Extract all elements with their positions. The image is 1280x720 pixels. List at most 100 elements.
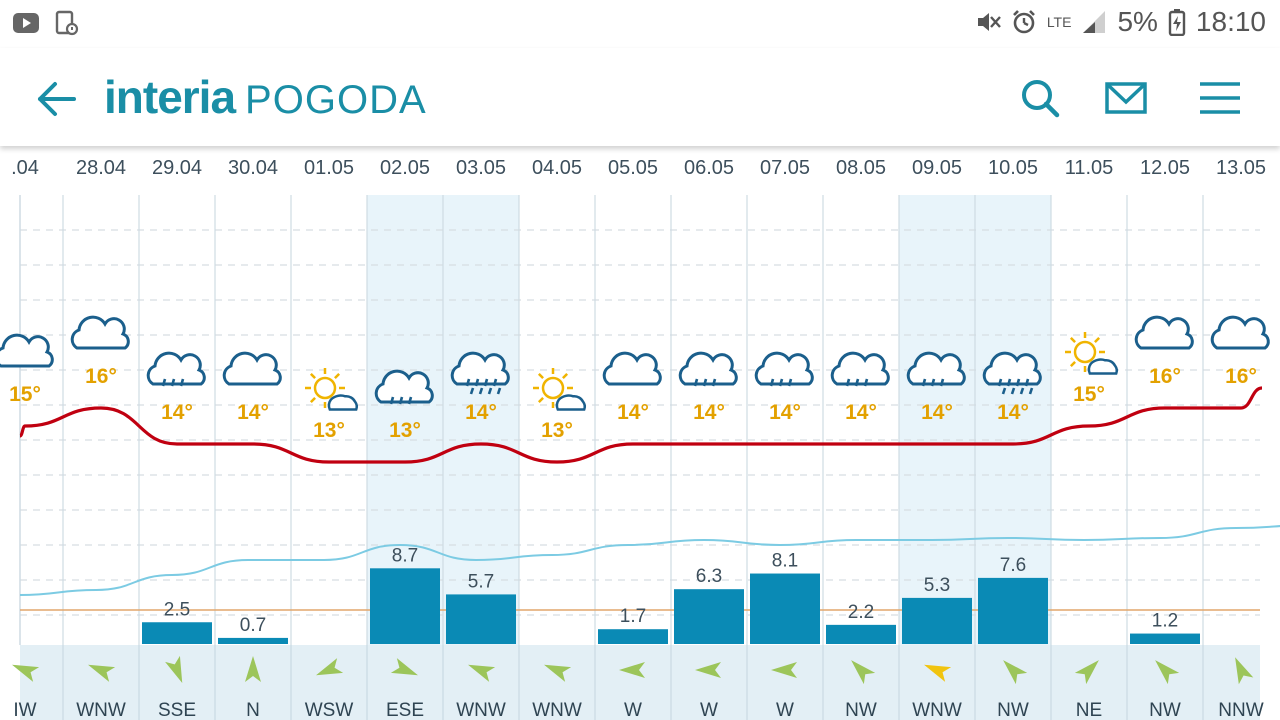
sun-ray [309,372,316,379]
wind-direction-label: NE [1076,700,1102,720]
day-date: 30.04 [228,157,278,179]
rain-drop [161,378,167,387]
rain-drop [939,378,945,387]
cloud-icon [146,351,206,386]
rain-drop [787,378,793,387]
wind-direction-label: NW [845,700,877,720]
sun-ray [562,372,569,379]
search-icon[interactable] [1018,76,1062,120]
day-date: 05.05 [608,157,658,179]
chart-background [20,195,1260,645]
rain-drop [1006,378,1012,387]
rain-drop [997,378,1003,387]
wind-direction-label: NW [997,700,1029,720]
precipitation-bar [142,622,212,644]
day-date: .04 [11,157,39,179]
logo-section: POGODA [245,78,427,122]
app-header: interia POGODA [0,48,1280,146]
wind-direction-label: WNW [456,700,506,720]
battery-charging-icon [1168,9,1186,36]
rain-drop [483,378,489,387]
cloud-icon [906,351,966,386]
cloud-icon [678,351,738,386]
precipitation-value: 8.1 [772,551,798,572]
sun-icon [541,376,565,400]
temperature-label: 13° [313,419,345,442]
cloud-icon [450,351,510,386]
day-date: 10.05 [988,157,1038,179]
screenshot-notification-icon [55,10,79,36]
rain-drop [845,378,851,387]
day-date: 08.05 [836,157,886,179]
forecast-panel[interactable]: .04 28.04 29.04 30.04 01.05 02.05 03.05 04.05 05… [0,140,1280,720]
rain-drop [465,378,471,387]
rain-drop [921,378,927,387]
interia-pogoda-logo[interactable]: interia POGODA [104,70,427,124]
rain-drop [711,378,717,387]
cloud-icon [1134,315,1194,350]
rain-drop [1028,387,1034,395]
precipitation-value: 0.7 [240,615,266,636]
rain-drop [693,378,699,387]
clock: 18:10 [1195,6,1266,37]
rain-drop [469,387,475,395]
temperature-label: 14° [693,401,725,424]
wind-direction-arrow [165,655,183,683]
temperature-label: 14° [845,401,877,424]
day-date: 02.05 [380,157,430,179]
precipitation-value: 8.7 [392,545,418,566]
menu-icon[interactable] [1198,76,1242,120]
sun-ray [537,397,544,404]
wind-direction-label: WNW [532,700,582,720]
back-arrow-icon[interactable] [34,76,80,122]
temperature-label: 16° [85,365,117,388]
cloud-icon [0,333,54,368]
wind-direction-label: N [246,700,260,720]
rain-drop [854,378,860,387]
precipitation-value: 5.7 [468,571,494,592]
wind-direction-label: W [624,700,642,720]
mute-icon [977,13,1001,31]
wind-direction-arrow [1074,660,1099,685]
logo-brand: interia [104,71,236,123]
wind-direction-label: ESE [386,700,424,720]
rain-drop [179,378,185,387]
rain-drop [1010,387,1016,395]
rain-drop [398,396,404,405]
wind-direction-arrow [468,664,496,682]
rain-drop [1001,387,1007,395]
network-type: LTE [1046,14,1072,30]
temperature-label: 14° [161,401,193,424]
mail-icon[interactable] [1104,76,1148,120]
wind-direction-arrow [1235,657,1254,685]
small-cloud-icon [555,394,586,411]
sun-icon [1073,340,1097,364]
precipitation-value: 5.3 [924,575,950,596]
small-cloud-icon [327,394,358,411]
youtube-notification-icon [13,13,39,33]
rain-drop [492,378,498,387]
day-date: 07.05 [760,157,810,179]
rain-drop [702,378,708,387]
day-date: 09.05 [912,157,962,179]
temperature-label: 14° [617,401,649,424]
wind-direction-arrow [771,662,797,678]
wind-direction-arrow [316,658,344,676]
wind-direction-label: WNW [76,700,126,720]
temperature-label: 16° [1149,365,1181,388]
rain-drop [496,387,502,395]
rain-drop [1024,378,1030,387]
rain-drop [1015,378,1021,387]
temperature-label: 13° [389,419,421,442]
precipitation-bar [1130,633,1200,644]
wind-direction-arrow [390,658,418,676]
precipitation-value: 2.5 [164,599,190,620]
cloud-icon [830,351,890,386]
precipitation-bar [218,637,288,644]
rain-drop [778,378,784,387]
temperature-label: 13° [541,419,573,442]
temperature-label: 14° [769,401,801,424]
temperature-label: 14° [921,401,953,424]
rain-drop [407,396,413,405]
wind-direction-arrow [12,664,40,682]
